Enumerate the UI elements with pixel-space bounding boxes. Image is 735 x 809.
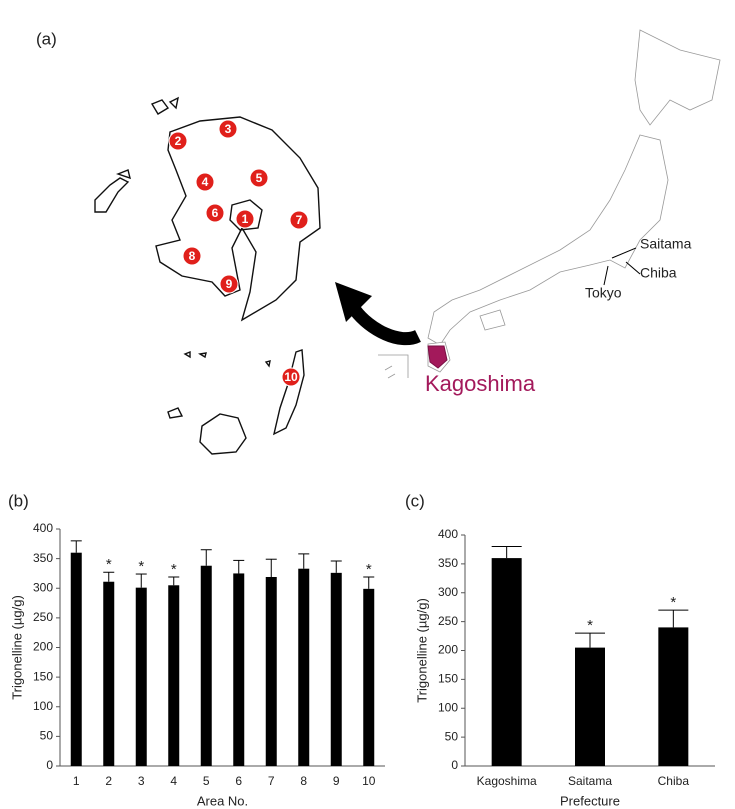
leader-line: [611, 247, 637, 259]
x-tick-label: Chiba: [658, 774, 690, 788]
y-tick-label: 350: [33, 551, 53, 565]
x-tick-label: 7: [268, 774, 275, 788]
inset-frame: [378, 354, 409, 378]
y-tick-label: 250: [438, 614, 458, 628]
y-tick-label: 0: [46, 758, 53, 772]
prefecture-label: Saitama: [640, 236, 692, 252]
y-tick-label: 300: [33, 580, 53, 594]
y-tick-label: 0: [451, 758, 458, 772]
kagoshima-highlight: [427, 345, 448, 369]
x-axis-title: Area No.: [197, 793, 248, 808]
y-tick-label: 250: [33, 610, 53, 624]
y-tick-label: 300: [438, 585, 458, 599]
y-tick-label: 150: [438, 672, 458, 686]
marker-dot: [218, 119, 238, 139]
bar: [658, 627, 689, 766]
bar: [298, 568, 310, 766]
x-tick-label: Saitama: [568, 774, 612, 788]
marker-dot: [168, 131, 188, 151]
y-axis-title: Trigonelline (µg/g): [9, 595, 24, 700]
islands: [384, 365, 396, 379]
marker-label: 9: [226, 277, 233, 291]
y-tick-label: 100: [33, 699, 53, 713]
x-tick-label: 5: [203, 774, 210, 788]
bar: [363, 588, 375, 766]
marker-label: 4: [202, 175, 209, 189]
bar: [168, 585, 180, 766]
y-tick-label: 50: [445, 729, 459, 743]
marker-label: 7: [296, 213, 303, 227]
leader-line: [603, 265, 609, 286]
x-tick-label: 9: [333, 774, 340, 788]
bar: [330, 572, 342, 766]
marker-label: 2: [175, 134, 182, 148]
panel-label: (b): [8, 491, 29, 510]
marker-dot: [219, 274, 239, 294]
marker-label: 8: [189, 249, 196, 263]
significance-mark: *: [106, 556, 112, 573]
y-tick-label: 200: [438, 643, 458, 657]
y-tick-label: 400: [33, 521, 53, 535]
marker-dot: [289, 210, 309, 230]
marker-dot: [235, 209, 255, 229]
marker-label: 3: [225, 122, 232, 136]
y-tick-label: 350: [438, 556, 458, 570]
japan-map: Saitama Chiba Tokyo Kagoshima: [378, 29, 721, 396]
marker-label: 5: [256, 171, 263, 185]
prefecture-label: Tokyo: [585, 285, 622, 301]
area-markers: 1 2 3 4 5 6 7 8 9 10: [168, 119, 309, 387]
bar: [575, 647, 605, 766]
bar: [103, 581, 115, 766]
bar: [135, 587, 147, 766]
marker-label: 6: [212, 206, 219, 220]
x-tick-label: 2: [105, 774, 112, 788]
x-tick-label: 8: [300, 774, 307, 788]
kagoshima-map: [94, 96, 321, 455]
y-tick-label: 150: [33, 669, 53, 683]
x-axis-title: Prefecture: [560, 793, 620, 808]
y-tick-label: 400: [438, 527, 458, 541]
x-tick-label: Kagoshima: [477, 774, 537, 788]
marker-dot: [249, 168, 269, 188]
marker-dot: [195, 172, 215, 192]
bar: [70, 552, 82, 766]
marker-dot: [182, 246, 202, 266]
marker-dot: [281, 367, 301, 387]
marker-label: 1: [242, 212, 249, 226]
y-tick-label: 200: [33, 640, 53, 654]
panel-label: (c): [405, 491, 425, 510]
significance-mark: *: [138, 558, 144, 575]
marker-label: 10: [284, 370, 298, 384]
y-tick-label: 50: [40, 729, 54, 743]
arrow: [335, 282, 421, 346]
x-tick-label: 10: [362, 774, 376, 788]
highlight-label: Kagoshima: [425, 371, 536, 396]
bar: [200, 565, 212, 766]
prefecture-label: Chiba: [640, 265, 677, 281]
y-tick-label: 100: [438, 700, 458, 714]
marker-dot: [205, 203, 225, 223]
significance-mark: *: [587, 617, 593, 634]
x-tick-label: 1: [73, 774, 80, 788]
bar: [265, 576, 277, 766]
panel-label: (a): [36, 29, 57, 48]
x-tick-label: 3: [138, 774, 145, 788]
significance-mark: *: [171, 561, 177, 578]
significance-mark: *: [670, 594, 676, 611]
bar: [491, 558, 522, 766]
leader-line: [625, 261, 641, 275]
bar: [233, 573, 245, 766]
x-tick-label: 6: [235, 774, 242, 788]
significance-mark: *: [366, 561, 372, 578]
y-axis-title: Trigonelline (µg/g): [414, 598, 429, 703]
x-tick-label: 4: [170, 774, 177, 788]
